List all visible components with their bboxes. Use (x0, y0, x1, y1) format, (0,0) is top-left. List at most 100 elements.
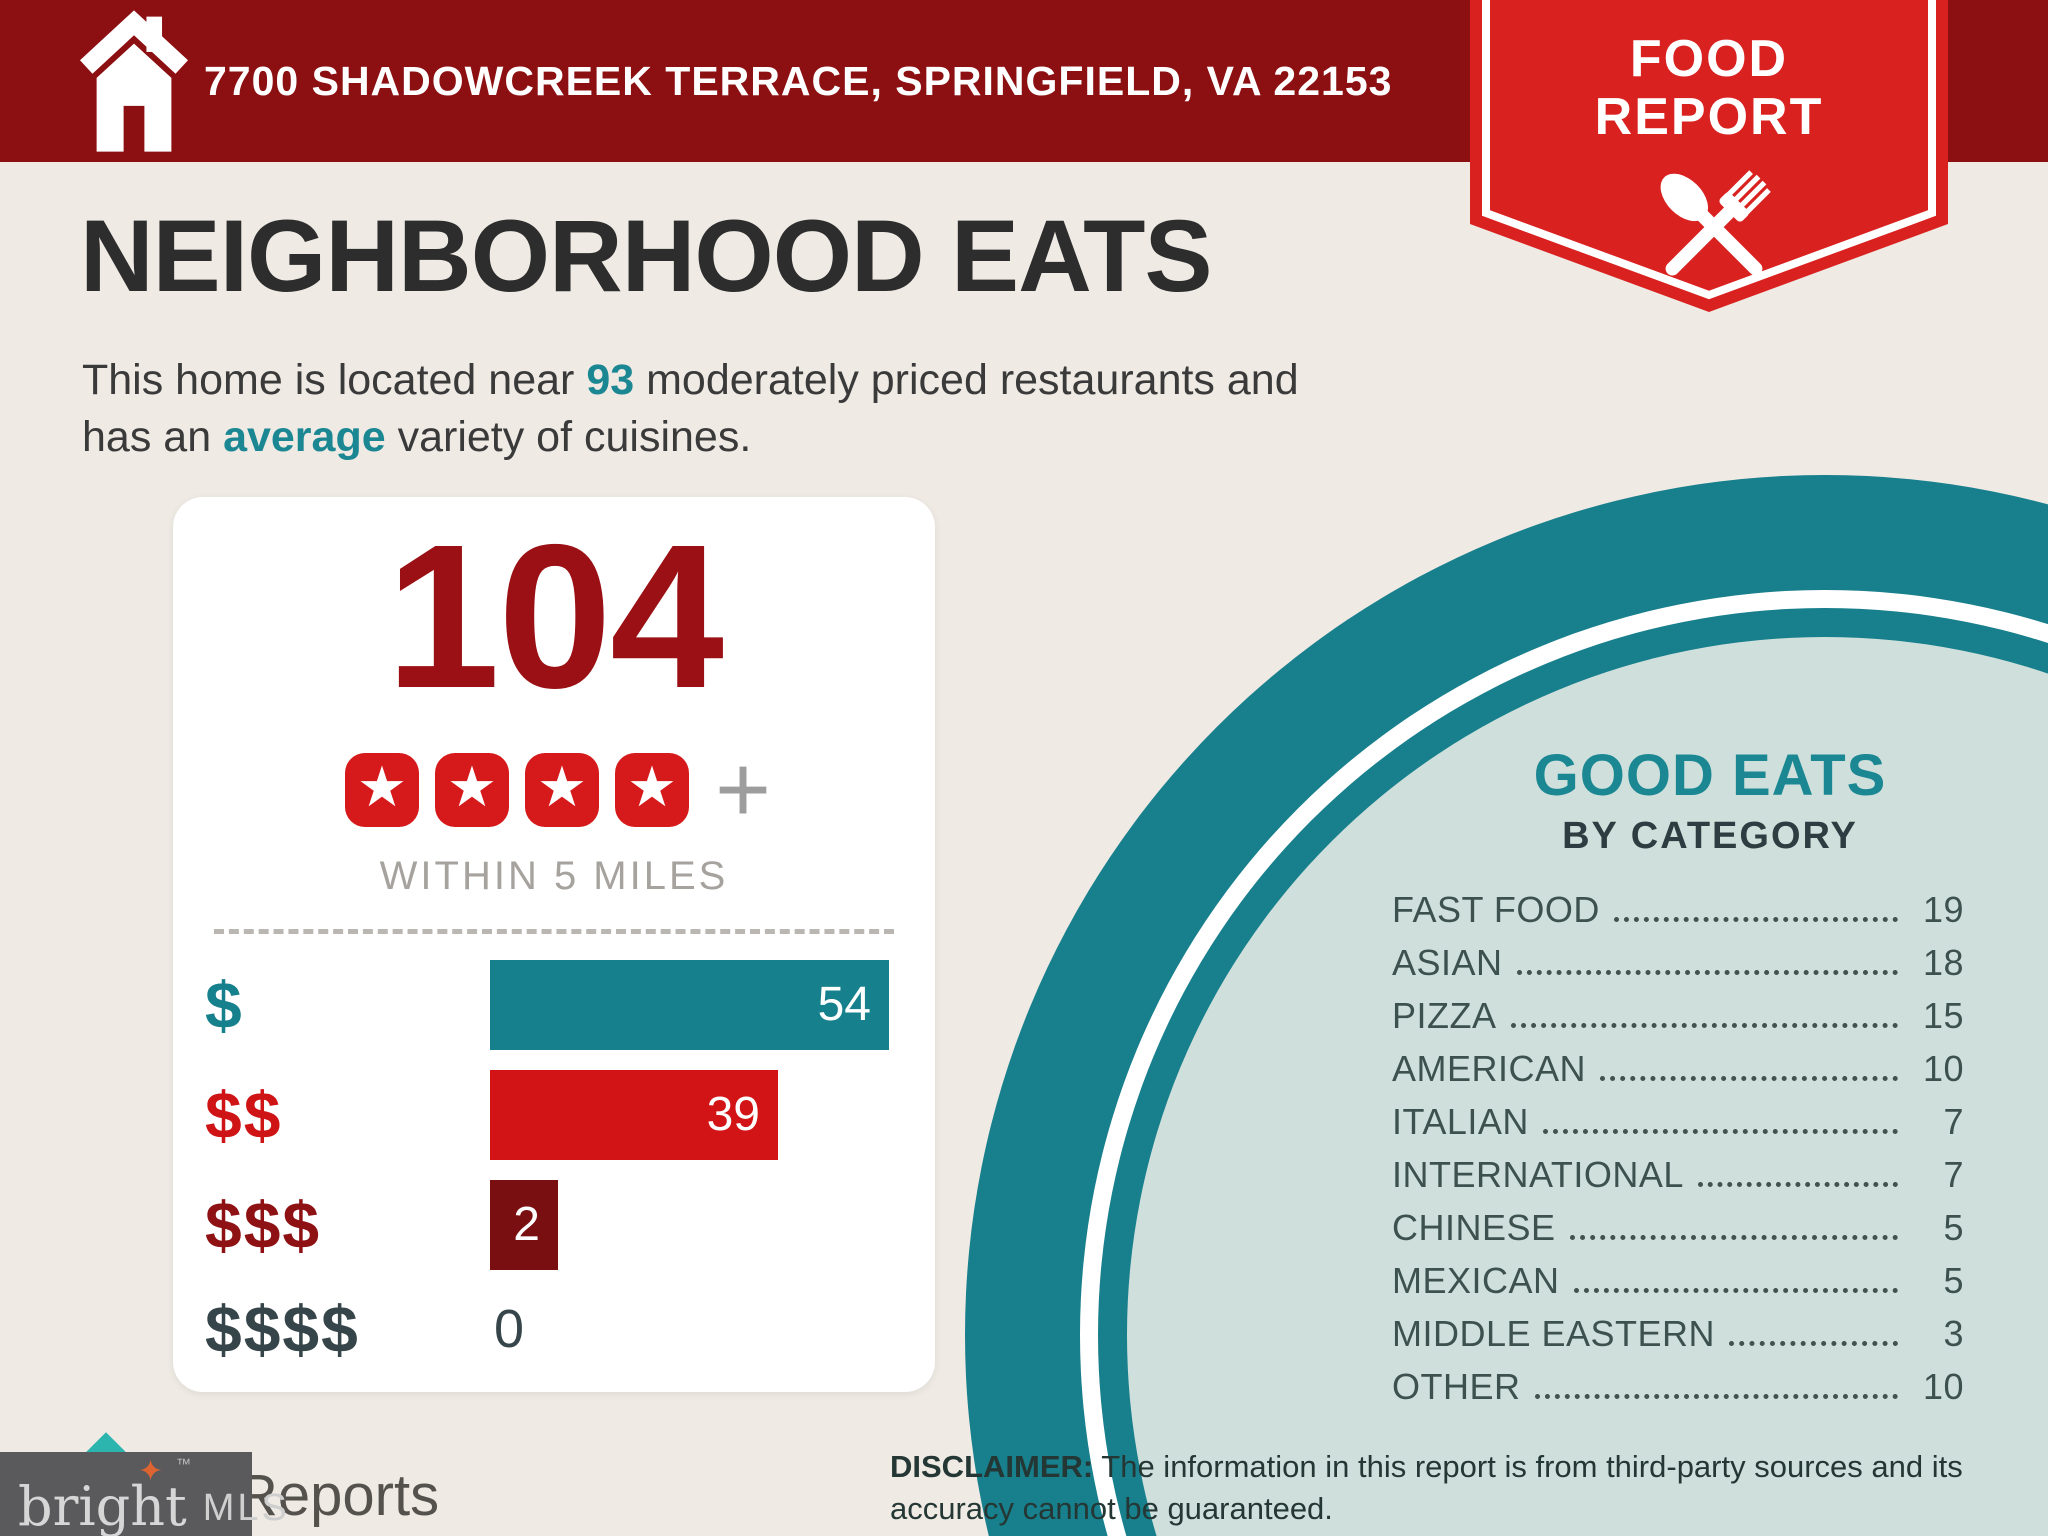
category-label: MEXICAN (1392, 1260, 1560, 1301)
star-icon: ★ (524, 752, 599, 827)
price-level-label: $$$ (205, 1187, 322, 1262)
trademark-symbol: ™ (176, 1456, 191, 1473)
restaurant-stats-card: 104 ★ ★ ★ ★ + WITHIN 5 MILES $54 $$ 39 $$$ 2 $$$… (173, 497, 935, 1392)
category-row: PIZZA 15 (1392, 984, 1964, 1037)
badge-title-line2: REPORT (1594, 88, 1824, 147)
category-row: ITALIAN 7 (1392, 1090, 1964, 1143)
category-count: 15 (1922, 995, 1964, 1036)
rating-stars: ★ ★ ★ ★ (337, 752, 697, 827)
category-count: 19 (1922, 889, 1964, 930)
category-count: 10 (1922, 1048, 1964, 1089)
category-list: FAST FOOD 19 ASIAN 18 PIZZA 15 AMERICAN 10 ITALI… (1392, 878, 1964, 1408)
category-count: 3 (1943, 1313, 1964, 1354)
price-bar-row: $$ 39 (205, 1069, 889, 1160)
bright-mls-watermark: bright ✦ ™ MLS (0, 1452, 287, 1536)
mls-wordmark: MLS (202, 1487, 290, 1529)
category-row: ASIAN 18 (1392, 931, 1964, 984)
category-row: OTHER 10 (1392, 1355, 1964, 1408)
category-label: INTERNATIONAL (1392, 1154, 1684, 1195)
category-label: MIDDLE EASTERN (1392, 1313, 1716, 1354)
badge-border (1482, 0, 1936, 300)
category-label: AMERICAN (1392, 1048, 1587, 1089)
dotted-leader (1510, 1023, 1898, 1028)
bar-track: 39 (490, 1069, 889, 1160)
radius-note: WITHIN 5 MILES (379, 853, 729, 898)
bar-track: 2 (490, 1179, 889, 1270)
category-count: 18 (1922, 942, 1964, 983)
bar-value: 39 (706, 1088, 760, 1142)
category-count: 5 (1943, 1260, 1964, 1301)
bar: 2 (490, 1179, 558, 1270)
intro-sentence: This home is located near 93 moderately … (82, 352, 1482, 466)
bright-wordmark: bright (18, 1475, 187, 1536)
disclaimer-text: The information in this report is from t… (890, 1449, 1963, 1526)
badge-shape (1470, 0, 1948, 312)
reports-logo-text: Reports (236, 1463, 440, 1528)
category-label: ITALIAN (1392, 1101, 1529, 1142)
property-address: 7700 SHADOWCREEK TERRACE, SPRINGFIELD, V… (204, 57, 1393, 104)
dotted-leader (1534, 1394, 1898, 1399)
category-count: 7 (1943, 1154, 1964, 1195)
dotted-leader (1516, 970, 1898, 975)
variety-word: average (223, 413, 386, 462)
spoon-fork-icon (1660, 170, 1771, 276)
bright-mls-logo: bright ✦ ™ MLS (0, 1452, 287, 1536)
page-title: NEIGHBORHOOD EATS (80, 199, 1212, 313)
category-label: ASIAN (1392, 942, 1503, 983)
category-count: 5 (1943, 1207, 1964, 1248)
category-row: INTERNATIONAL 7 (1392, 1143, 1964, 1196)
badge-title-line1: FOOD (1629, 30, 1789, 88)
category-row: MEXICAN 5 (1392, 1249, 1964, 1302)
category-label: CHINESE (1392, 1207, 1556, 1248)
bright-star-icon: ✦ (138, 1454, 164, 1489)
category-row: AMERICAN 10 (1392, 1037, 1964, 1090)
price-level-label: $$ (205, 1077, 283, 1152)
bar-value: 2 (513, 1198, 540, 1252)
category-label: PIZZA (1392, 995, 1497, 1036)
dotted-leader (1600, 1076, 1898, 1081)
plus-icon: + (714, 735, 772, 843)
dotted-leader (1729, 1341, 1898, 1346)
category-count: 7 (1943, 1101, 1964, 1142)
price-level-label: $$$$ (205, 1291, 360, 1366)
price-bar-row: $54 (205, 959, 889, 1050)
home-icon (80, 10, 188, 152)
bar: 54 (490, 959, 889, 1050)
category-label: FAST FOOD (1392, 889, 1600, 930)
intro-line2: has an average variety of cuisines. (82, 413, 752, 462)
category-row: FAST FOOD 19 (1392, 878, 1964, 931)
good-eats-subtitle: BY CATEGORY (1562, 815, 1858, 857)
dotted-leader (1697, 1182, 1898, 1187)
category-row: CHINESE 5 (1392, 1196, 1964, 1249)
category-label: OTHER (1392, 1366, 1521, 1407)
price-level-label: $ (205, 967, 244, 1042)
star-icon: ★ (434, 752, 509, 827)
restaurant-count: 93 (586, 356, 635, 404)
category-row: MIDDLE EASTERN 3 (1392, 1302, 1964, 1355)
bar-value: 0 (494, 1298, 525, 1359)
good-eats-heading: GOOD EATS BY CATEGORY (1440, 742, 1980, 858)
price-bar-row: $$$$ 0 (205, 1290, 889, 1368)
bar: 39 (490, 1069, 778, 1160)
category-count: 10 (1922, 1366, 1964, 1407)
disclaimer-label: DISCLAIMER: (890, 1449, 1094, 1484)
dotted-leader (1569, 1235, 1898, 1240)
dashed-divider (214, 928, 894, 934)
star-icon: ★ (614, 752, 689, 827)
bar-value: 54 (817, 978, 871, 1032)
dotted-leader (1573, 1288, 1898, 1293)
bar-track: 0 (490, 1290, 889, 1368)
intro-line1: This home is located near 93 moderately … (82, 356, 1299, 404)
food-report-badge: FOOD REPORT (1470, 0, 1948, 314)
good-eats-title: GOOD EATS (1533, 743, 1887, 808)
disclaimer: DISCLAIMER: The information in this repo… (890, 1446, 2030, 1530)
bar-track: 54 (490, 959, 889, 1050)
star-icon: ★ (344, 752, 419, 827)
total-restaurant-count: 104 (385, 502, 724, 731)
price-bar-row: $$$ 2 (205, 1179, 889, 1270)
dotted-leader (1542, 1129, 1898, 1134)
dotted-leader (1613, 917, 1898, 922)
rating-row: ★ ★ ★ ★ + (337, 735, 772, 843)
price-level-bar-chart: $54 $$ 39 $$$ 2 $$$$ 0 (173, 959, 935, 1368)
